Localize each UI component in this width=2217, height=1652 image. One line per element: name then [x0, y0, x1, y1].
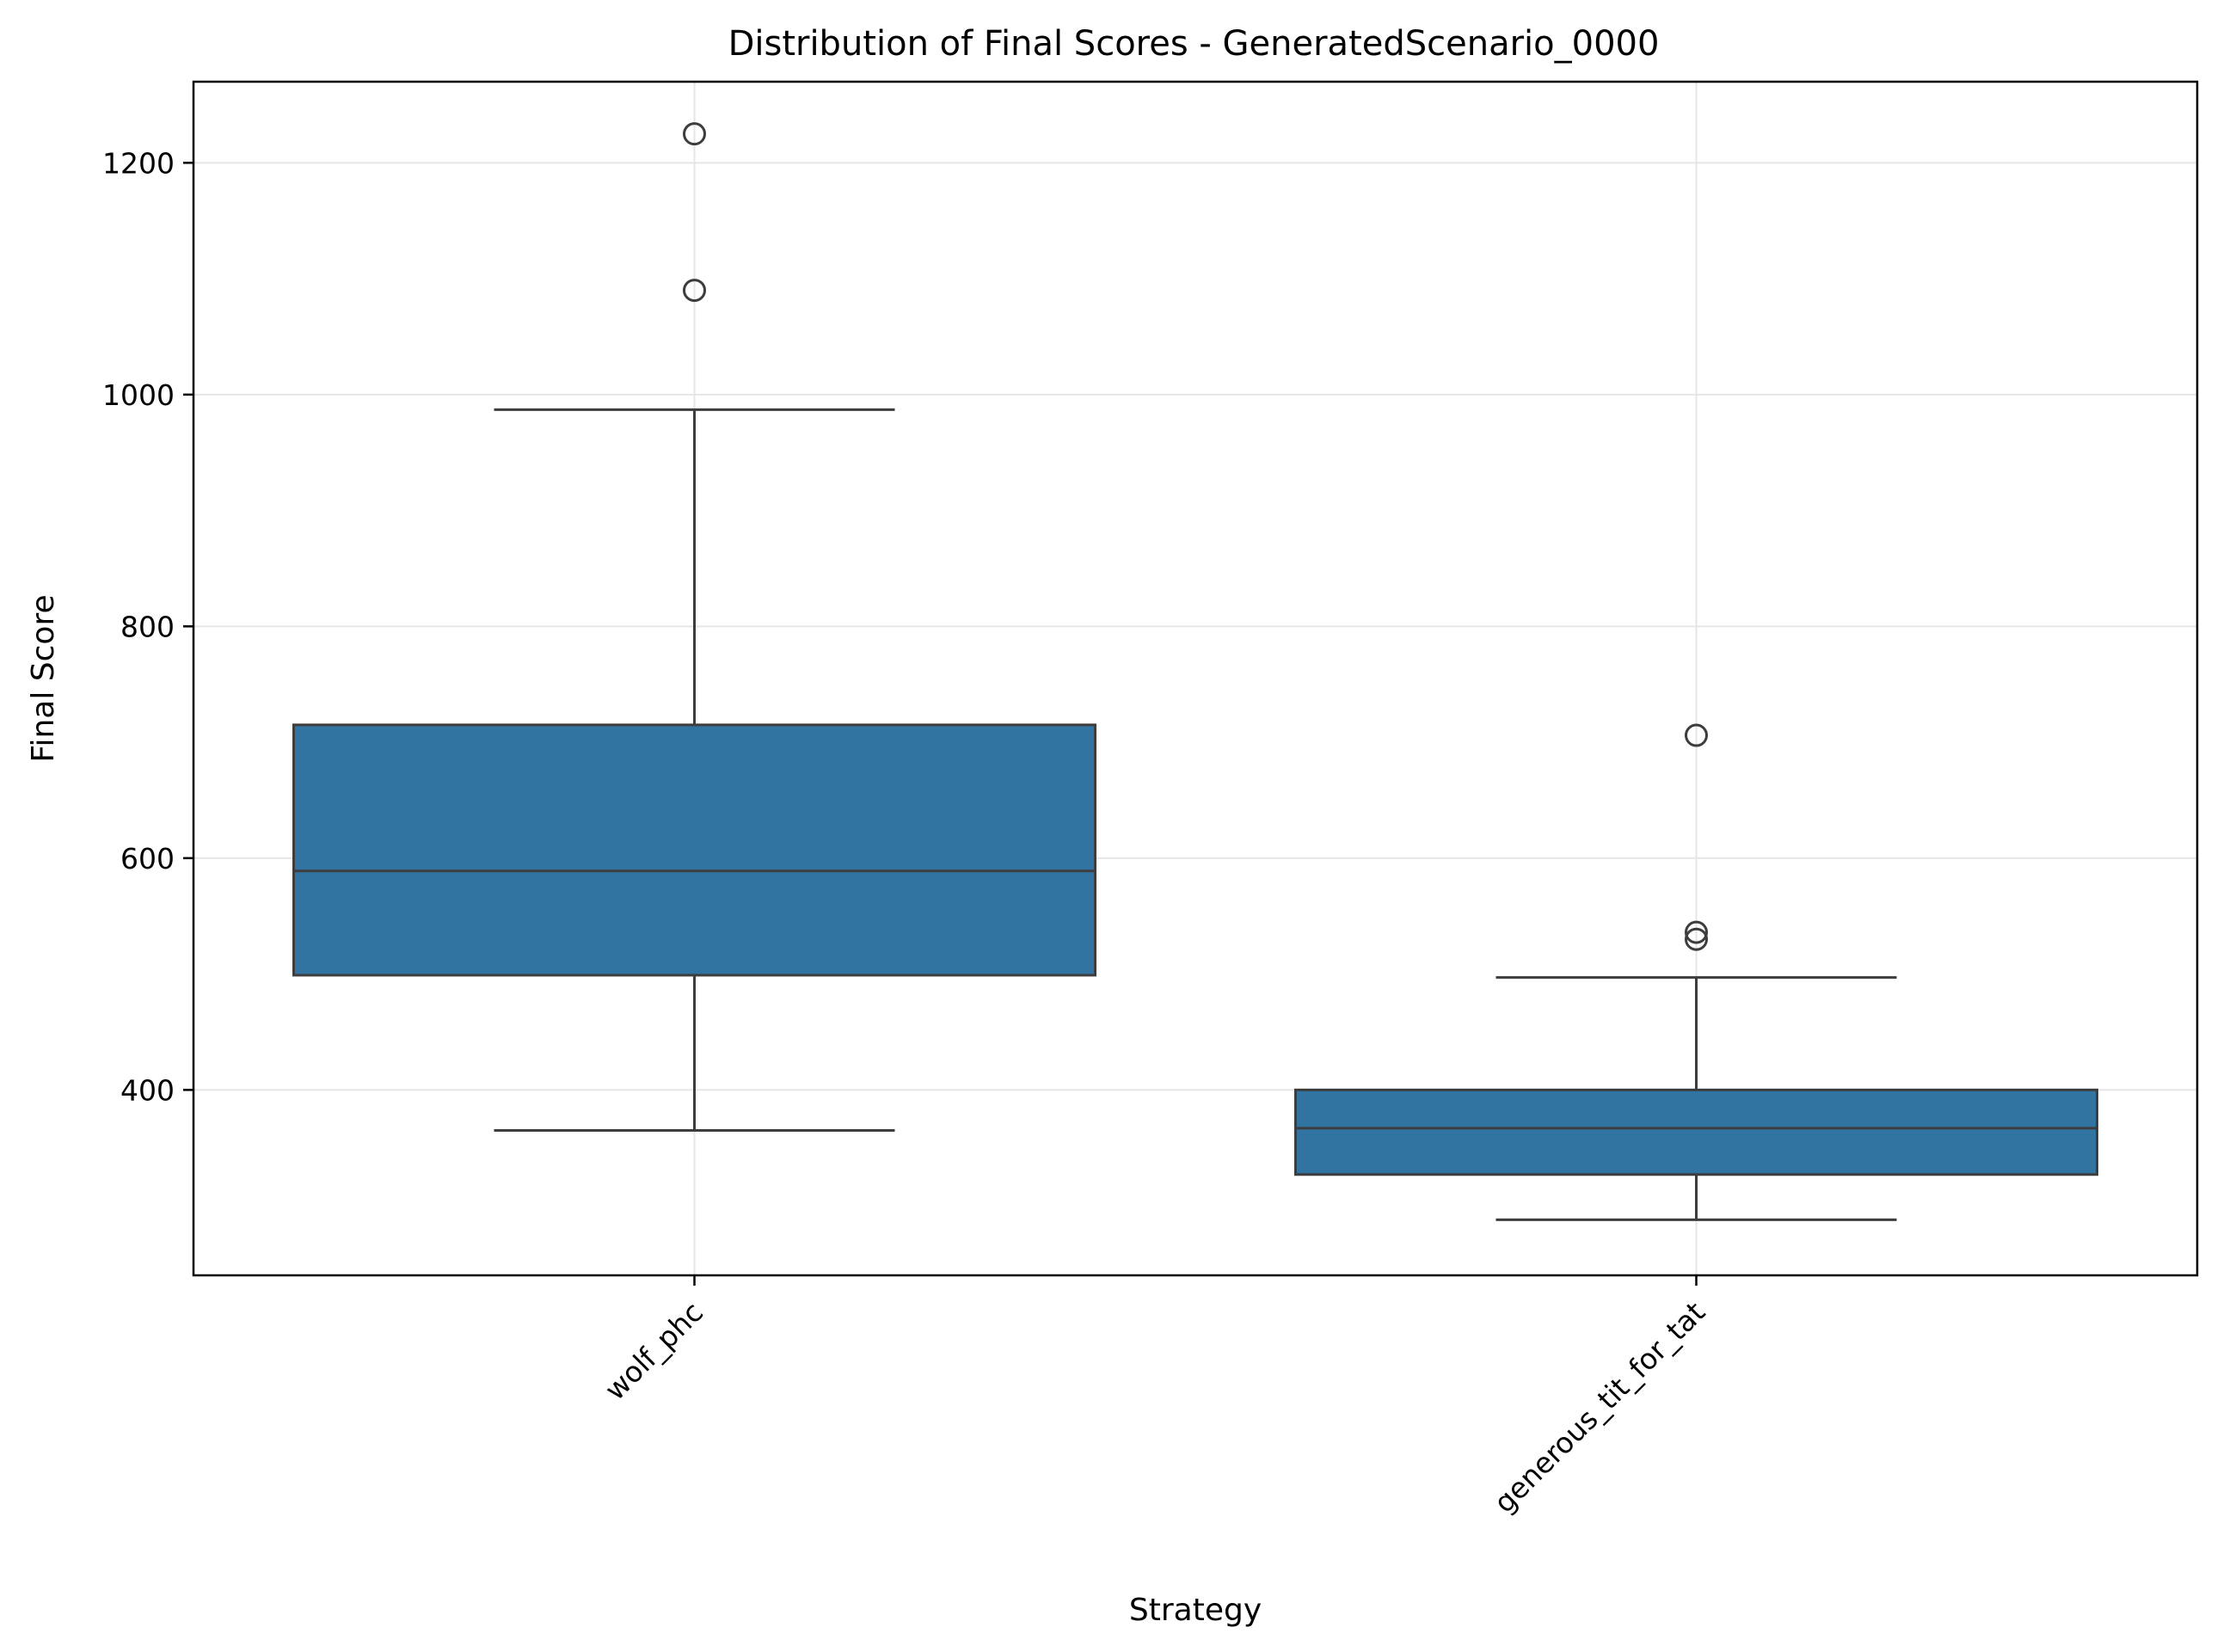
outlier-point: [1685, 723, 1708, 747]
x-tick-label: generous_tit_for_tat: [1487, 1295, 1711, 1520]
y-tick-label: 1200: [102, 146, 175, 180]
y-axis: 400 600 800 1000 1200: [102, 146, 193, 1107]
y-tick-label: 600: [120, 842, 175, 875]
y-tick-label: 1000: [102, 378, 175, 412]
chart-title: Distribution of Final Scores - Generated…: [728, 24, 1660, 64]
outlier-point: [1685, 927, 1708, 951]
boxes: [292, 122, 2098, 1221]
outlier-point: [683, 122, 706, 146]
x-tick-label: wolf_phc: [598, 1295, 709, 1407]
outlier-point: [1685, 920, 1708, 944]
iqr-box: [292, 723, 1096, 977]
outlier-point: [683, 279, 706, 303]
box-generous_tit_for_tat: [1294, 723, 2098, 1221]
x-axis: wolf_phc generous_tit_for_tat: [598, 1275, 1711, 1520]
y-tick-label: 800: [120, 610, 175, 643]
x-axis-label: Strategy: [1129, 1593, 1262, 1628]
box-wolf_phc: [292, 122, 1096, 1133]
plot-frame: [192, 80, 2199, 1277]
iqr-box: [1294, 1088, 2098, 1176]
y-tick-label: 400: [120, 1073, 175, 1107]
y-axis-label: Final Score: [26, 594, 61, 762]
